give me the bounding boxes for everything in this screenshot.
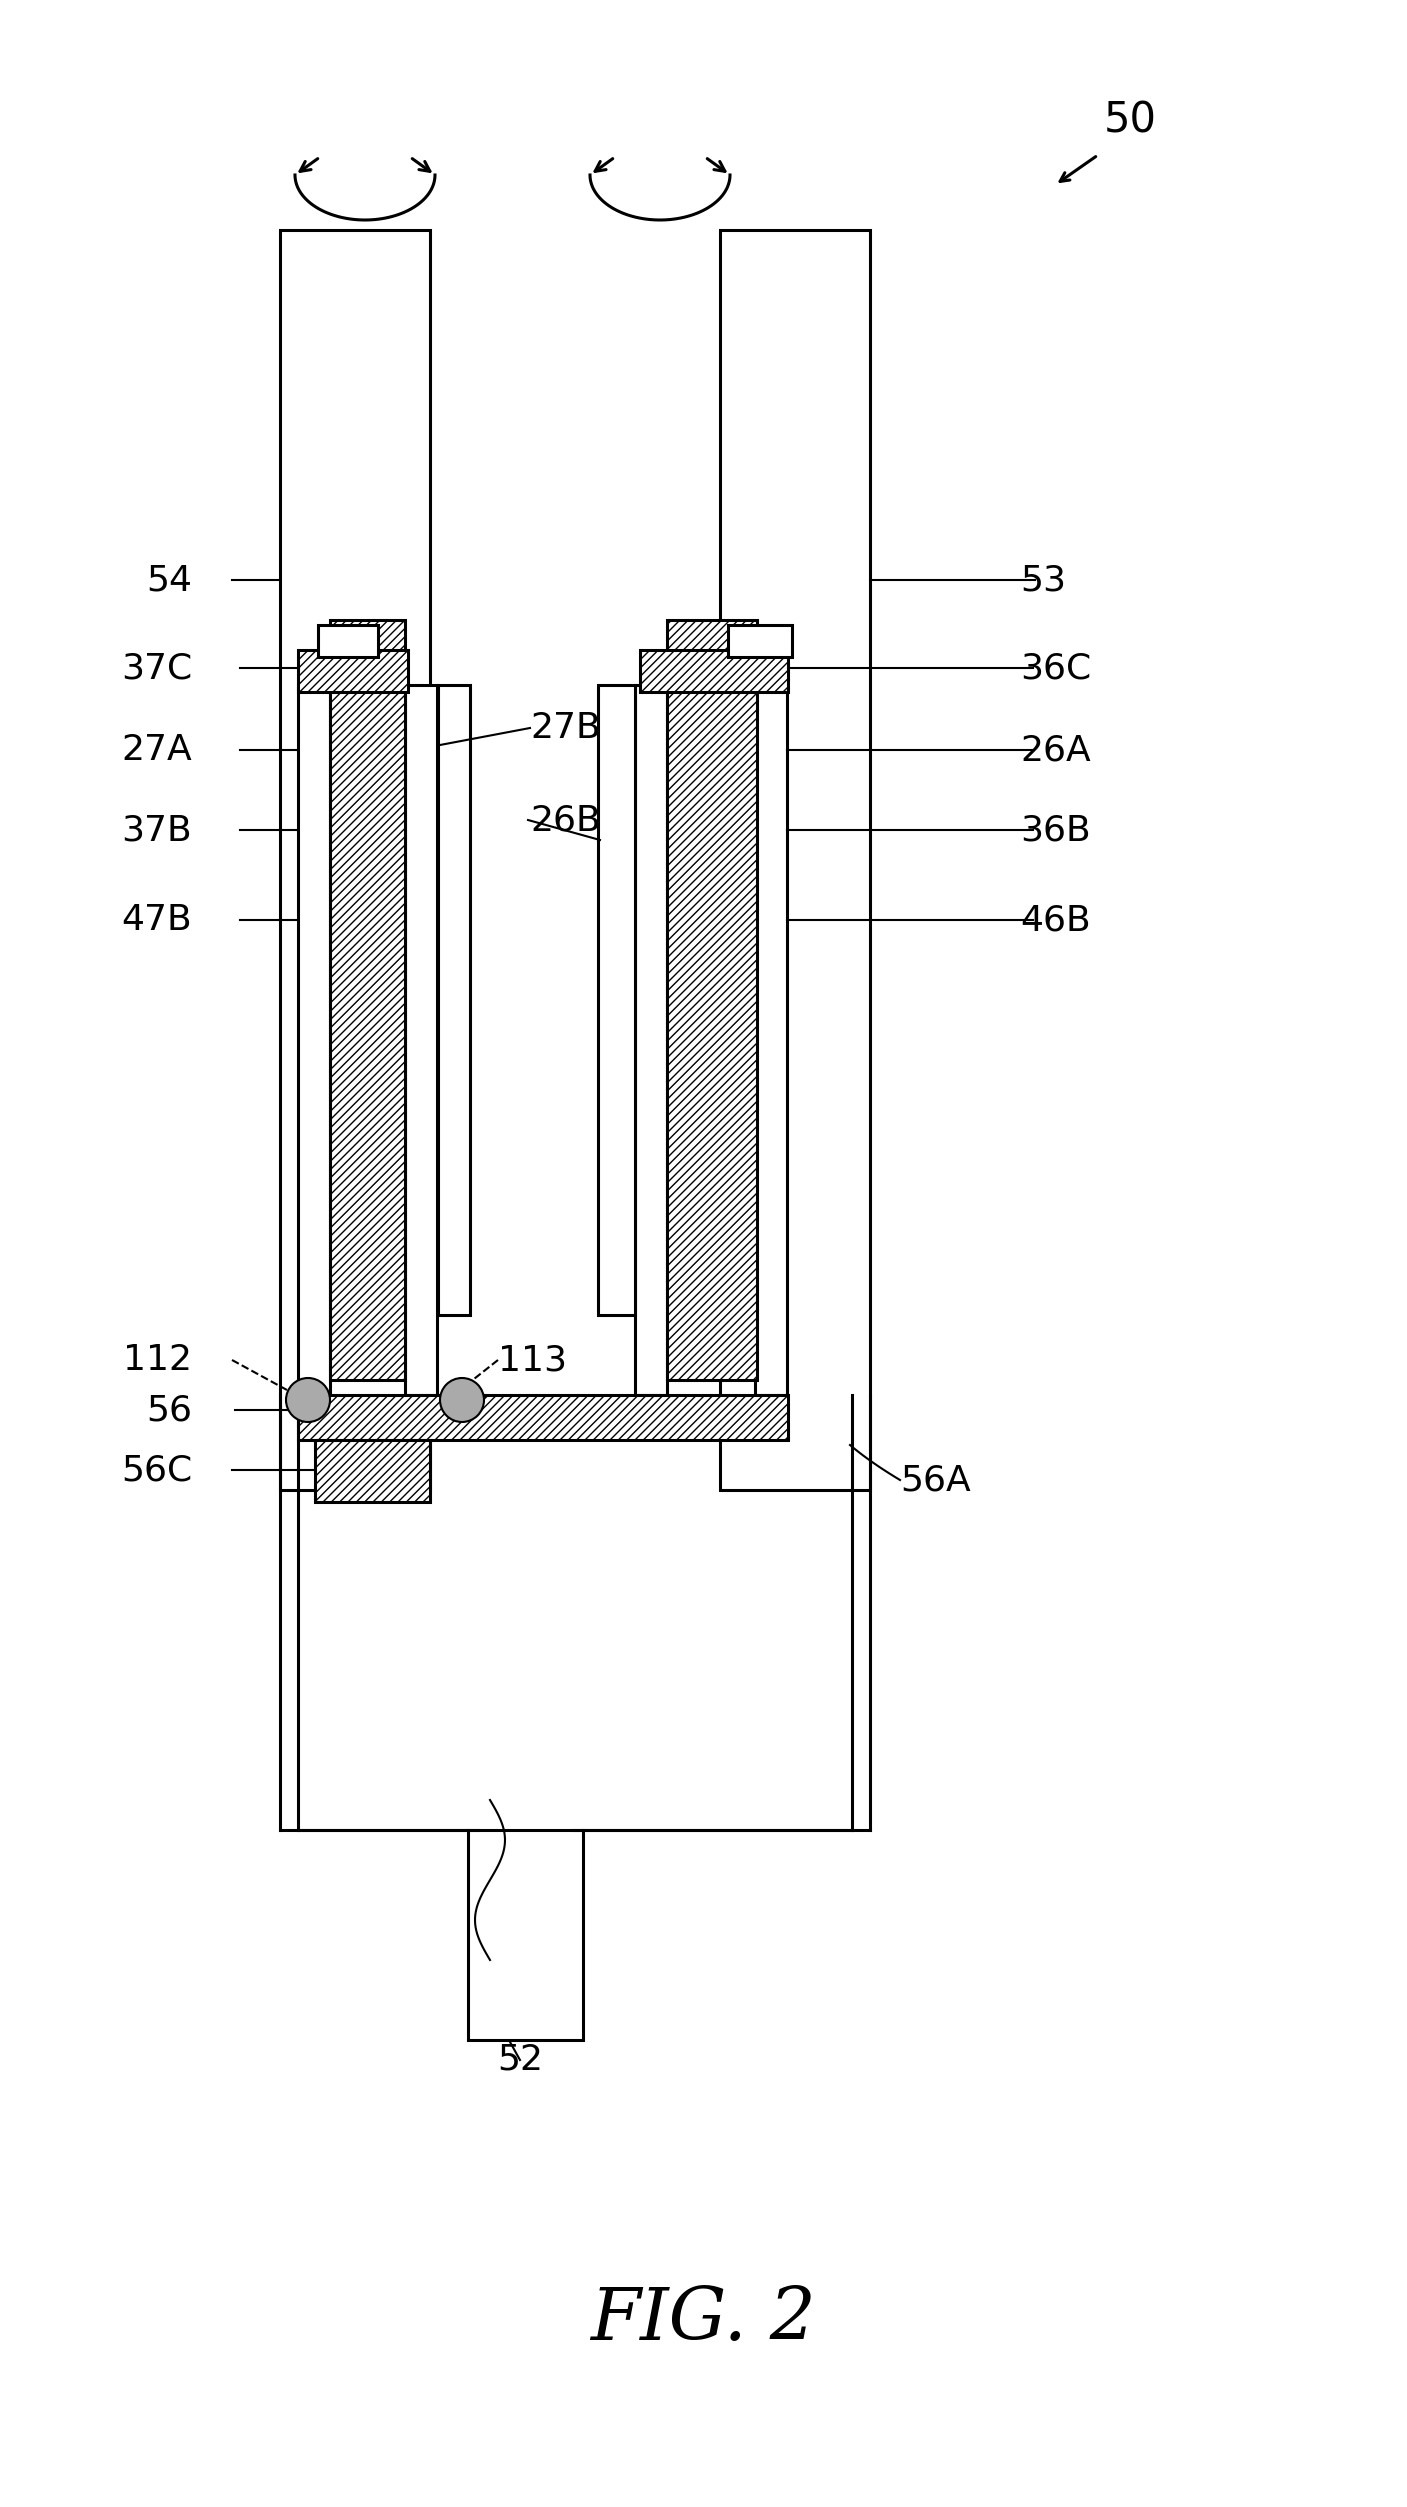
Text: 50: 50 bbox=[1103, 98, 1157, 140]
Bar bbox=[720, 231, 870, 1489]
Text: 26A: 26A bbox=[1020, 732, 1090, 767]
Bar bbox=[727, 624, 792, 657]
Circle shape bbox=[440, 1379, 484, 1421]
Text: 47B: 47B bbox=[121, 903, 191, 938]
Text: 113: 113 bbox=[498, 1344, 567, 1376]
Bar bbox=[635, 684, 667, 1394]
Text: FIG. 2: FIG. 2 bbox=[590, 2284, 816, 2354]
Circle shape bbox=[286, 1379, 331, 1421]
Bar bbox=[667, 619, 757, 1379]
Text: 36B: 36B bbox=[1020, 812, 1090, 847]
Bar bbox=[280, 231, 431, 1489]
Text: 46B: 46B bbox=[1020, 903, 1090, 938]
Text: 56A: 56A bbox=[900, 1464, 971, 1497]
Bar bbox=[298, 1394, 788, 1439]
Bar bbox=[756, 684, 787, 1394]
Text: 56C: 56C bbox=[121, 1454, 191, 1487]
Text: 52: 52 bbox=[497, 2043, 543, 2076]
Bar bbox=[640, 649, 788, 692]
Bar bbox=[318, 624, 378, 657]
Bar bbox=[298, 684, 331, 1394]
Bar bbox=[598, 684, 635, 1316]
Bar bbox=[405, 684, 438, 1394]
Text: 56: 56 bbox=[146, 1394, 191, 1426]
Text: 53: 53 bbox=[1020, 564, 1067, 597]
Text: 37C: 37C bbox=[121, 652, 191, 684]
Bar bbox=[331, 619, 405, 1379]
Text: 54: 54 bbox=[146, 564, 191, 597]
Text: 26B: 26B bbox=[530, 802, 601, 837]
Bar bbox=[438, 684, 470, 1316]
Bar bbox=[315, 1439, 431, 1502]
Text: 112: 112 bbox=[122, 1344, 191, 1376]
Text: 27B: 27B bbox=[530, 712, 601, 745]
Text: 36C: 36C bbox=[1020, 652, 1092, 684]
Bar bbox=[298, 649, 408, 692]
Text: 27A: 27A bbox=[121, 732, 191, 767]
Text: 37B: 37B bbox=[121, 812, 191, 847]
Bar bbox=[469, 1830, 582, 2041]
